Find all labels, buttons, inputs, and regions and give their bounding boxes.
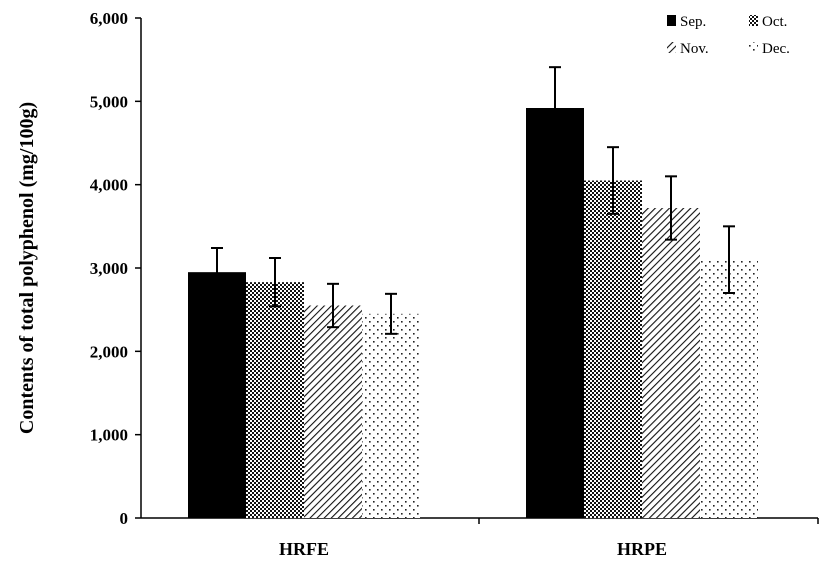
x-tick-labels: HRFE HRPE	[279, 539, 667, 559]
bar	[642, 208, 700, 518]
bars	[188, 108, 758, 518]
bar	[584, 180, 642, 518]
y-tick-label: 6,000	[90, 9, 128, 28]
bar	[246, 282, 304, 518]
bar	[526, 108, 584, 518]
x-tick-label: HRPE	[617, 539, 667, 559]
error-bars	[211, 66, 735, 335]
y-tick-label: 0	[120, 509, 129, 528]
legend-label: Dec.	[762, 41, 790, 57]
y-tick-label: 2,000	[90, 342, 128, 361]
y-tick-label: 5,000	[90, 92, 128, 111]
x-tick-label: HRFE	[279, 539, 329, 559]
legend-swatch	[749, 15, 758, 26]
y-ticks: 0 1,000 2,000 3,000 4,000 5,000 6,000	[90, 9, 141, 528]
legend-swatch	[667, 15, 676, 26]
y-tick-label: 3,000	[90, 259, 128, 278]
y-tick-label: 1,000	[90, 426, 128, 445]
legend: Sep. Oct. Nov. Dec.	[667, 14, 790, 57]
bar	[188, 272, 246, 518]
legend-label: Sep.	[680, 14, 706, 30]
legend-label: Nov.	[680, 41, 709, 57]
bar	[304, 305, 362, 518]
bar	[362, 313, 420, 518]
y-axis-title: Contents of total polyphenol (mg/100g)	[16, 102, 38, 434]
legend-swatch	[749, 42, 758, 53]
legend-swatch	[667, 42, 676, 53]
bar	[700, 259, 758, 518]
legend-label: Oct.	[762, 14, 787, 30]
y-tick-label: 4,000	[90, 176, 128, 195]
